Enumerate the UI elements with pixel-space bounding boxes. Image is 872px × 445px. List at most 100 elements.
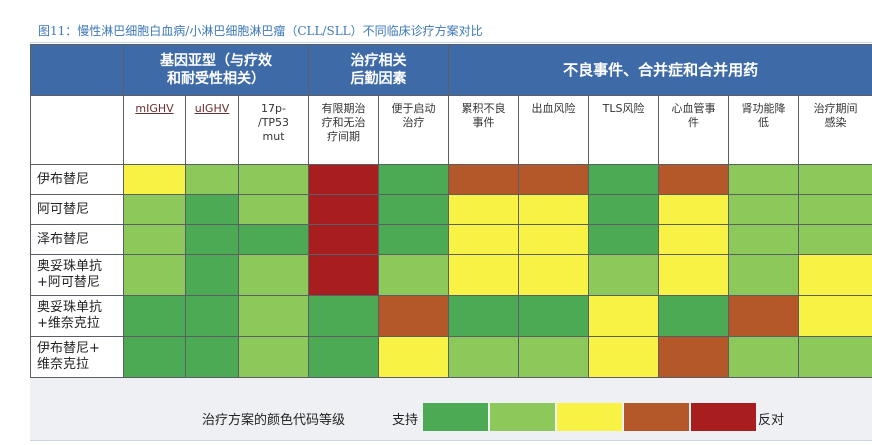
rating-cell	[448, 295, 520, 337]
subheader-line: 17p-	[261, 102, 286, 115]
subheader-line: mut	[262, 130, 285, 143]
row-label-line: 伊布替尼	[37, 171, 90, 187]
row-label: 泽布替尼	[30, 224, 124, 255]
rating-cell	[237, 194, 310, 225]
legend-start-label: 支持	[392, 413, 419, 428]
subheader-line: 治疗	[402, 116, 425, 129]
top-rule	[30, 42, 872, 43]
comparison-panel: 基因亚型（与疗效 和耐受性相关） 治疗相关 后勤因素 不良事件、合并症和合并用药…	[30, 44, 872, 440]
subheader-blank	[30, 95, 124, 165]
group-header-logistics-line-2: 后勤因素	[350, 71, 407, 87]
rating-cell	[185, 164, 239, 195]
legend-end-label: 反对	[758, 413, 785, 428]
rating-cell	[728, 254, 800, 296]
subheader-line: 事件	[472, 116, 495, 129]
rating-cell	[658, 164, 730, 195]
subheader-line: 感染	[824, 116, 847, 129]
legend-swatch	[624, 403, 689, 431]
rating-cell	[448, 224, 520, 255]
rating-cell	[588, 336, 660, 378]
table-row: 伊布替尼+ 维奈克拉	[30, 336, 872, 378]
color-legend: 治疗方案的颜色代码等级 支持 反对	[30, 399, 872, 435]
rating-cell	[308, 194, 380, 225]
subheader-1: uIGHV	[185, 95, 239, 165]
row-label-line: +阿可替尼	[37, 275, 100, 290]
rating-cell	[798, 224, 872, 255]
rating-cell	[658, 336, 730, 378]
subheader-line: 出血风险	[531, 102, 576, 115]
subheader-7: TLS风险	[588, 95, 660, 165]
subheader-line: 疗和无治	[321, 116, 366, 129]
rating-cell	[518, 295, 590, 337]
subheader-line: 低	[758, 116, 770, 129]
rating-cell	[308, 224, 380, 255]
figure-title: 图11：慢性淋巴细胞白血病/小淋巴细胞淋巴瘤（CLL/SLL）不同临床诊疗方案对…	[38, 24, 483, 38]
subheader-line: 有限期治	[321, 102, 366, 115]
group-header-logistics-line-1: 治疗相关	[350, 53, 407, 69]
rating-cell	[308, 254, 380, 296]
legend-label: 治疗方案的颜色代码等级	[202, 413, 346, 428]
subheader-9: 肾功能降低	[728, 95, 800, 165]
row-label-line: 维奈克拉	[37, 357, 90, 372]
rating-cell	[658, 295, 730, 337]
group-header-adverse: 不良事件、合并症和合并用药	[448, 44, 872, 96]
rating-cell	[185, 224, 239, 255]
corner-cell	[30, 44, 124, 96]
subheader-line: /TP53	[257, 116, 290, 129]
bottom-rule	[30, 440, 872, 441]
rating-cell	[798, 254, 872, 296]
row-label: 奥妥珠单抗 +阿可替尼	[30, 254, 124, 296]
row-label-line: 伊布替尼+	[37, 341, 100, 356]
rating-cell	[728, 224, 800, 255]
subheader-line: 心血管事	[671, 102, 716, 115]
table-row: 伊布替尼	[30, 164, 872, 195]
comparison-table: 基因亚型（与疗效 和耐受性相关） 治疗相关 后勤因素 不良事件、合并症和合并用药…	[30, 44, 872, 378]
row-label-line: +维奈克拉	[37, 316, 100, 331]
rating-cell	[237, 224, 310, 255]
rating-cell	[378, 224, 450, 255]
rating-cell	[588, 194, 660, 225]
row-label: 伊布替尼+ 维奈克拉	[30, 336, 124, 378]
subheader-10: 治疗期间 感染	[798, 95, 872, 165]
subheader-8: 心血管事件	[658, 95, 730, 165]
rating-cell	[378, 164, 450, 195]
rating-cell	[237, 254, 310, 296]
rating-cell	[798, 295, 872, 337]
rating-cell	[728, 295, 800, 337]
rating-cell	[237, 164, 310, 195]
rating-cell	[185, 295, 239, 337]
rating-cell	[448, 194, 520, 225]
rating-cell	[798, 194, 872, 225]
rating-cell	[308, 164, 380, 195]
row-label: 阿可替尼	[30, 194, 124, 225]
rating-cell	[588, 295, 660, 337]
rating-cell	[185, 336, 239, 378]
rating-cell	[588, 254, 660, 296]
rating-cell	[237, 336, 310, 378]
subheader-row: mIGHV uIGHV 17p-/TP53 mut 有限期治 疗和无治 疗间期 便于启动 治疗累…	[30, 95, 872, 165]
subheader-line: 治疗期间	[813, 102, 858, 115]
rating-cell	[378, 295, 450, 337]
subheader-line: 件	[688, 116, 700, 129]
rating-cell	[237, 295, 310, 337]
rating-cell	[448, 164, 520, 195]
legend-swatch	[423, 403, 488, 431]
rating-cell	[123, 194, 186, 225]
rating-cell	[798, 164, 872, 195]
subheader-6: 出血风险	[518, 95, 590, 165]
subheader-line: 便于启动	[391, 102, 436, 115]
subheader-3: 有限期治 疗和无治 疗间期	[308, 95, 380, 165]
subheader-line: 肾功能降	[741, 102, 786, 115]
row-label: 奥妥珠单抗 +维奈克拉	[30, 295, 124, 337]
rating-cell	[378, 336, 450, 378]
rating-cell	[123, 295, 186, 337]
rating-cell	[123, 224, 186, 255]
rating-cell	[448, 254, 520, 296]
table-row: 奥妥珠单抗 +阿可替尼	[30, 254, 872, 296]
rating-cell	[658, 224, 730, 255]
legend-swatch	[691, 403, 756, 431]
group-header-genetic-line-1: 基因亚型（与疗效	[160, 53, 273, 69]
row-label-line: 奥妥珠单抗	[37, 300, 103, 315]
row-label-line: 泽布替尼	[37, 231, 90, 247]
rating-cell	[378, 254, 450, 296]
